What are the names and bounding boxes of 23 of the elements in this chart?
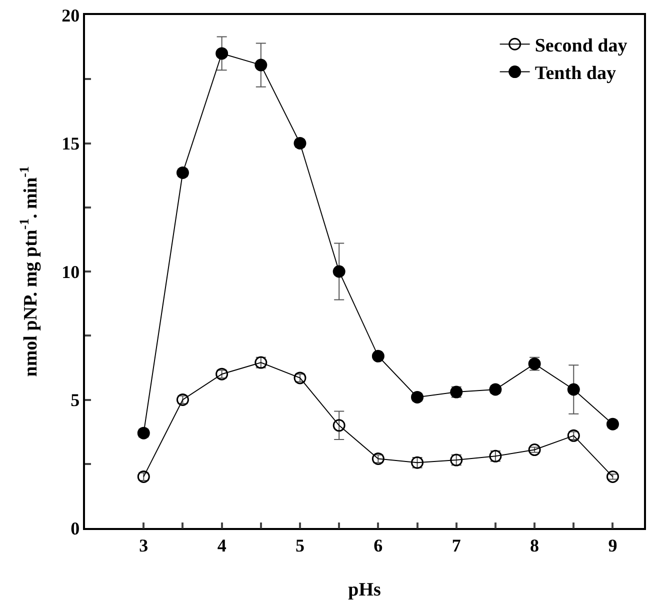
x-tick-label: 3 [139,535,148,556]
x-tick-label: 4 [217,535,226,556]
x-tick-label: 5 [296,535,304,556]
point [332,419,346,432]
point [254,58,268,72]
point [372,350,384,362]
point [567,383,580,396]
x-tick-label: 7 [452,535,461,556]
legend-label: Tenth day [534,63,616,84]
y-tick-label: 5 [70,390,80,410]
x-tick-label: 9 [608,535,618,556]
point [216,47,228,60]
x-tick-label: 6 [374,535,383,556]
y-tick-label: 10 [62,262,80,282]
point [606,470,619,483]
x-tick-label: 8 [530,535,540,556]
point [528,444,541,456]
legend-label: Second day [534,36,628,57]
y-tick-label: 15 [62,134,80,154]
y-tick-label: 20 [62,5,80,26]
x-axis-title: pHs [348,580,381,600]
y-tick-label: 0 [70,518,80,538]
point [332,265,346,278]
